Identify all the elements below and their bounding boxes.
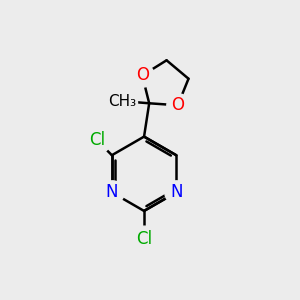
- Text: O: O: [171, 96, 184, 114]
- Text: O: O: [136, 67, 149, 85]
- Text: N: N: [106, 183, 118, 201]
- Text: CH₃: CH₃: [108, 94, 136, 109]
- Text: Cl: Cl: [136, 230, 152, 248]
- Text: N: N: [170, 183, 182, 201]
- Text: Cl: Cl: [89, 131, 105, 149]
